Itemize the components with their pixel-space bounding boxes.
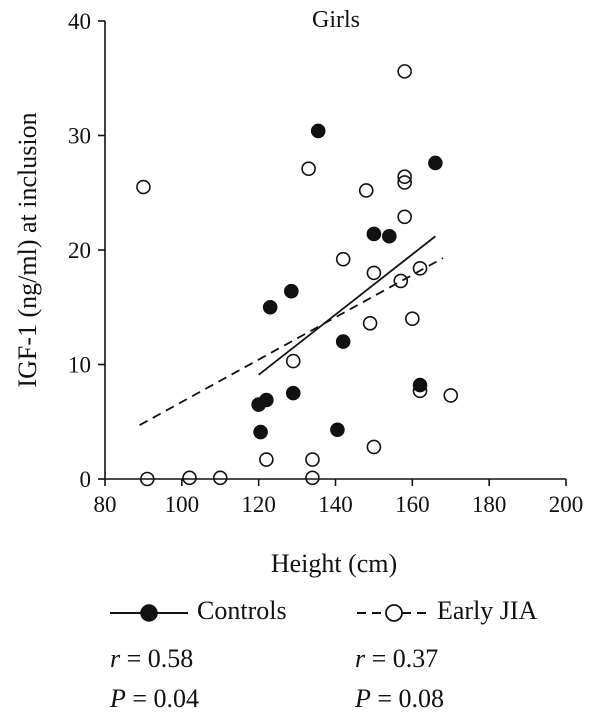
x-tick-label: 180	[472, 492, 507, 517]
early-jia-point	[335, 251, 351, 267]
early-jia-point	[443, 388, 459, 403]
scatter-chart: 80 100 120 140 160 180 200 0 10 20 30 40 Girls Heig…	[13, 7, 583, 578]
x-axis-label: Height (cm)	[271, 549, 397, 578]
legend-early-jia-symbol	[357, 604, 431, 622]
legend-controls-symbol	[110, 604, 188, 622]
early-jia-point	[182, 470, 197, 486]
fit-lines	[139, 235, 444, 426]
y-axis-label: IGF-1 (ng/ml) at inclusion	[13, 112, 42, 387]
early-jia-point	[397, 209, 412, 225]
controls-point	[330, 422, 345, 438]
early-jia-point	[397, 64, 412, 79]
controls-point	[335, 334, 351, 349]
y-tick-label: 40	[68, 9, 91, 34]
controls-point	[262, 299, 278, 315]
early-jia-r-stat: r = 0.37	[355, 644, 438, 674]
early-jia-point	[397, 169, 412, 185]
early-jia-point	[393, 273, 409, 289]
controls-point	[259, 392, 274, 408]
early-jia-point	[366, 439, 382, 455]
early-jia-point	[259, 452, 274, 467]
controls-point	[310, 123, 326, 139]
early-jia-p-symbol: P	[355, 684, 371, 713]
early-jia-point	[362, 315, 378, 331]
controls-point	[381, 228, 397, 244]
controls-p-value: = 0.04	[125, 684, 200, 713]
legend-controls-label: Controls	[197, 596, 287, 625]
early-jia-point	[358, 183, 374, 198]
controls-p-symbol: P	[110, 684, 126, 713]
early-jia-point	[405, 311, 420, 327]
controls-p-stat: P = 0.04	[110, 684, 199, 714]
legend-early-jia-label: Early JIA	[437, 596, 538, 625]
x-tick-label: 80	[94, 492, 117, 517]
x-tick-label: 160	[395, 492, 430, 517]
early-jia-point	[305, 452, 320, 467]
x-tick-label: 140	[318, 492, 353, 517]
chart-title: Girls	[312, 7, 360, 33]
y-tick-label: 0	[80, 467, 92, 492]
early-jia-r-value: = 0.37	[365, 644, 439, 673]
early-jia-fit-line	[139, 257, 444, 426]
early-jia-point	[212, 470, 228, 486]
data-points	[136, 64, 459, 487]
early-jia-p-stat: P = 0.08	[355, 684, 444, 714]
legend-controls-marker	[140, 604, 158, 622]
controls-r-value: = 0.58	[120, 644, 194, 673]
early-jia-point	[285, 353, 301, 369]
x-tick-label: 200	[549, 492, 584, 517]
early-jia-point	[136, 179, 151, 195]
controls-point	[285, 385, 301, 401]
early-jia-point	[412, 261, 428, 276]
controls-fit-line	[258, 235, 436, 376]
controls-point	[366, 226, 382, 242]
early-jia-point	[412, 383, 428, 399]
y-tick-label: 20	[68, 238, 91, 263]
y-tick-label: 10	[68, 353, 91, 378]
early-jia-point	[397, 175, 412, 190]
controls-point	[253, 424, 268, 440]
early-jia-point	[366, 265, 382, 281]
early-jia-point	[305, 470, 320, 486]
early-jia-r-symbol: r	[355, 644, 366, 673]
controls-r-stat: r = 0.58	[110, 644, 193, 674]
legend-early-jia-marker	[385, 604, 403, 622]
x-tick-label: 100	[165, 492, 200, 517]
x-tick-label: 120	[241, 492, 276, 517]
early-jia-point	[139, 471, 155, 487]
axes: 80 100 120 140 160 180 200 0 10 20 30 40	[68, 9, 583, 517]
controls-point	[284, 283, 299, 299]
early-jia-p-value: = 0.08	[370, 684, 445, 713]
controls-r-symbol: r	[110, 644, 121, 673]
controls-point	[428, 155, 443, 171]
y-tick-label: 30	[68, 124, 91, 149]
early-jia-point	[301, 161, 316, 177]
